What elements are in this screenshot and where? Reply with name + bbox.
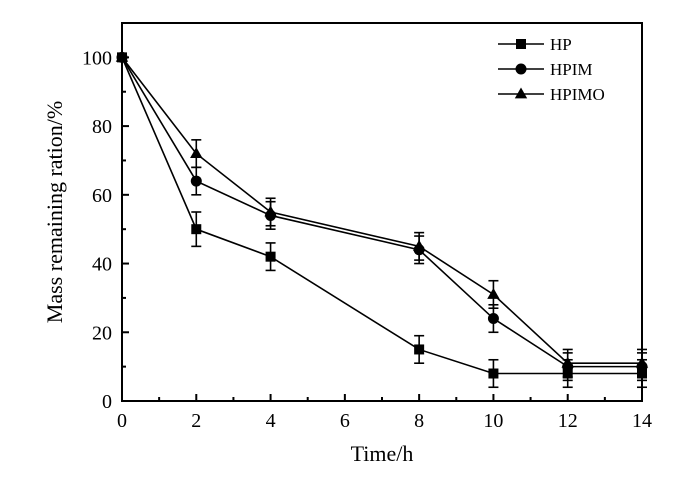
triangle-marker <box>190 147 203 158</box>
x-tick-label: 2 <box>191 410 201 432</box>
square-marker <box>516 39 526 49</box>
y-tick-label: 60 <box>92 185 112 207</box>
square-marker <box>191 224 202 235</box>
ticks: 0 2 4 6 8 10 12 14 0 20 40 60 80 100 <box>82 47 652 432</box>
triangle-marker <box>264 205 277 217</box>
x-axis-title: Time/h <box>351 441 414 466</box>
x-tick-label: 8 <box>414 410 424 432</box>
legend-label: HPIM <box>550 60 593 79</box>
legend-item-hpim: HPIM <box>498 60 593 79</box>
triangle-marker <box>412 239 426 251</box>
circle-marker <box>190 175 202 187</box>
square-marker <box>488 368 499 379</box>
y-tick-label: 20 <box>92 322 112 344</box>
legend-label: HPIMO <box>550 85 605 104</box>
legend-label: HP <box>550 35 572 54</box>
x-tick-label: 12 <box>558 410 578 432</box>
square-marker <box>265 251 276 262</box>
y-tick-label: 100 <box>82 47 112 69</box>
y-axis-title: Mass remaining ration/% <box>42 101 67 323</box>
x-tick-label: 14 <box>632 410 652 432</box>
x-tick-label: 6 <box>340 410 350 432</box>
series-line <box>121 57 642 375</box>
x-tick-label: 0 <box>117 410 127 432</box>
legend: HP HPIM HPIMO <box>498 35 605 104</box>
x-tick-label: 10 <box>483 410 503 432</box>
triangle-marker <box>514 87 528 99</box>
legend-item-hp: HP <box>498 35 572 54</box>
circle-marker <box>487 313 499 325</box>
triangle-marker <box>561 356 574 368</box>
circle-marker <box>515 63 527 75</box>
square-marker <box>414 344 425 355</box>
y-tick-label: 40 <box>92 254 112 276</box>
y-tick-label: 0 <box>102 391 112 413</box>
triangle-marker <box>487 287 500 299</box>
x-tick-label: 4 <box>266 410 276 432</box>
y-tick-label: 80 <box>92 116 112 138</box>
legend-item-hpimo: HPIMO <box>498 85 605 104</box>
